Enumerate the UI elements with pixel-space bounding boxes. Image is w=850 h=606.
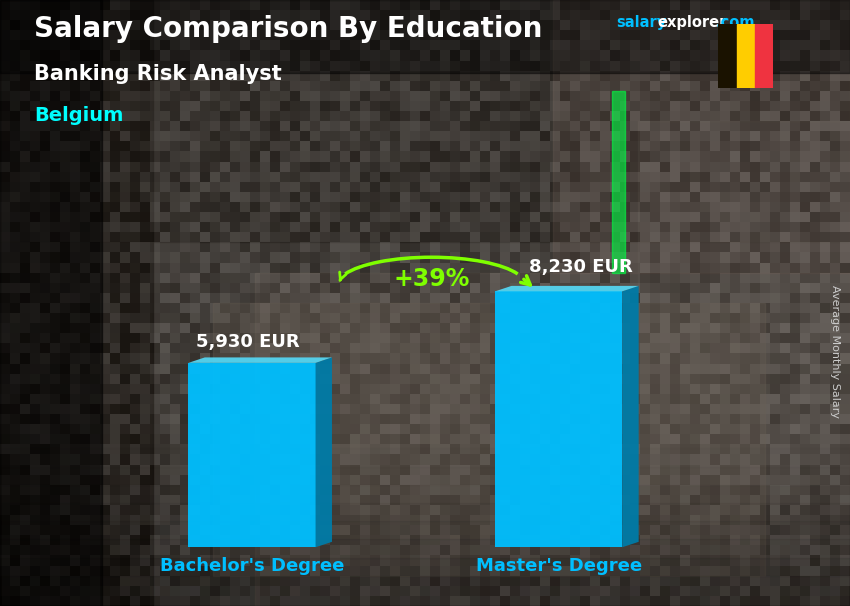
Bar: [0, 0, 102, 606]
Text: 5,930 EUR: 5,930 EUR: [196, 333, 300, 351]
Bar: [737, 24, 755, 88]
Bar: [0, 558, 850, 606]
Polygon shape: [495, 291, 622, 547]
Bar: [552, 0, 850, 273]
Polygon shape: [189, 358, 332, 363]
Bar: [212, 303, 765, 576]
Polygon shape: [622, 286, 638, 547]
Bar: [638, 121, 850, 485]
Polygon shape: [189, 363, 315, 547]
Bar: [0, 539, 850, 606]
Bar: [0, 467, 850, 606]
Bar: [718, 24, 737, 88]
Bar: [0, 576, 850, 606]
Bar: [612, 91, 625, 273]
Polygon shape: [495, 286, 638, 291]
Bar: [0, 503, 850, 606]
Bar: [0, 0, 153, 606]
Text: explorer: explorer: [657, 15, 727, 30]
Text: +39%: +39%: [394, 267, 470, 291]
Bar: [0, 0, 850, 242]
Text: Banking Risk Analyst: Banking Risk Analyst: [34, 64, 281, 84]
Text: 8,230 EUR: 8,230 EUR: [530, 258, 633, 276]
Text: Bachelor's Degree: Bachelor's Degree: [160, 557, 344, 575]
Bar: [0, 448, 850, 606]
Text: salary: salary: [616, 15, 666, 30]
Text: .com: .com: [716, 15, 755, 30]
Bar: [0, 521, 850, 606]
Text: Belgium: Belgium: [34, 106, 123, 125]
Bar: [0, 0, 850, 73]
Text: Master's Degree: Master's Degree: [475, 557, 642, 575]
Text: Salary Comparison By Education: Salary Comparison By Education: [34, 15, 542, 43]
Bar: [0, 485, 850, 606]
Text: Average Monthly Salary: Average Monthly Salary: [830, 285, 840, 418]
Bar: [755, 24, 774, 88]
Polygon shape: [315, 358, 332, 547]
Bar: [255, 273, 850, 606]
